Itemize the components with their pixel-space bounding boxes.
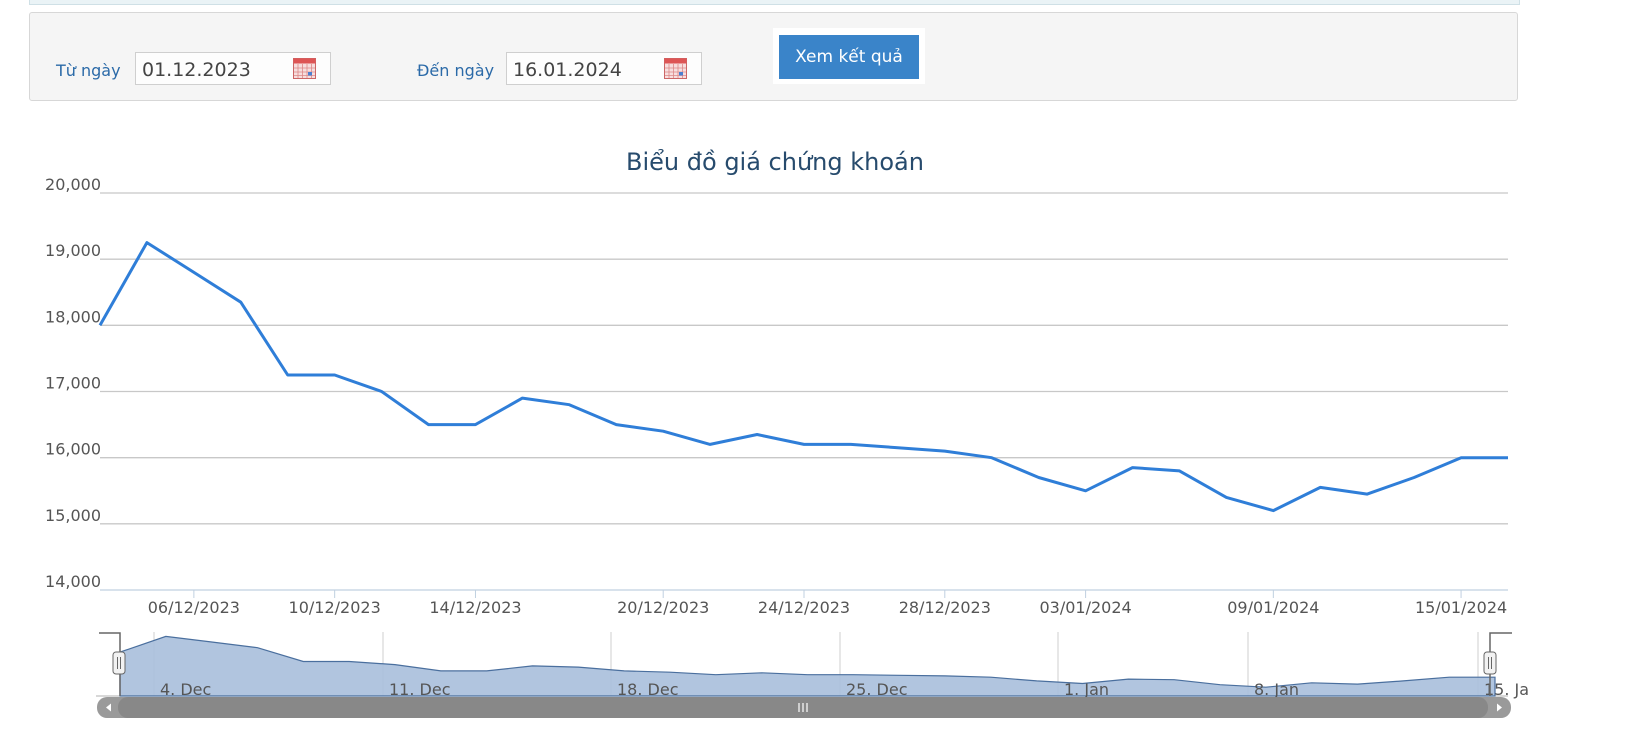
navigator-tick-label: 25. Dec bbox=[846, 680, 908, 699]
price-line bbox=[98, 241, 1508, 513]
navigator-tick-label: 4. Dec bbox=[160, 680, 211, 699]
calendar-icon[interactable] bbox=[664, 58, 687, 79]
range-scrollbar[interactable] bbox=[97, 697, 1511, 718]
x-tick-label: 14/12/2023 bbox=[429, 598, 521, 617]
price-series bbox=[98, 241, 1508, 513]
calendar-icon[interactable] bbox=[293, 58, 316, 79]
chart-title: Biểu đồ giá chứng khoán bbox=[626, 148, 924, 176]
range-navigator[interactable]: 4. Dec 11. Dec 18. Dec 25. Dec 1. Jan 8. Jan 1… bbox=[96, 632, 1529, 699]
y-tick-label: 19,000 bbox=[45, 241, 101, 260]
y-tick-label: 14,000 bbox=[45, 572, 101, 591]
x-tick-label: 09/01/2024 bbox=[1227, 598, 1319, 617]
grid-lines bbox=[100, 192, 1508, 591]
to-date-value: 16.01.2024 bbox=[513, 59, 622, 81]
navigator-tick-label: 8. Jan bbox=[1254, 680, 1299, 699]
scroll-left-arrow-icon[interactable] bbox=[106, 703, 111, 712]
navigator-right-edge bbox=[1489, 632, 1512, 696]
navigator-left-edge bbox=[99, 632, 121, 696]
from-date-input[interactable]: 01.12.2023 bbox=[135, 52, 331, 85]
navigator-left-handle[interactable] bbox=[112, 651, 126, 675]
x-tick-label: 15/01/2024 bbox=[1415, 598, 1507, 617]
view-results-button[interactable]: Xem kết quả bbox=[779, 35, 919, 79]
navigator-tick-label: 1. Jan bbox=[1064, 680, 1109, 699]
y-tick-label: 16,000 bbox=[45, 440, 101, 459]
from-date-label: Từ ngày bbox=[56, 61, 121, 80]
y-tick-label: 18,000 bbox=[45, 307, 101, 326]
to-date-label: Đến ngày bbox=[417, 61, 495, 80]
x-tick-label: 24/12/2023 bbox=[758, 598, 850, 617]
x-tick-label: 20/12/2023 bbox=[617, 598, 709, 617]
date-filter-panel: Từ ngày 01.12.2023 Đến ngày 16.01.2024 bbox=[29, 12, 1518, 101]
from-date-value: 01.12.2023 bbox=[142, 59, 251, 81]
y-tick-label: 20,000 bbox=[45, 175, 101, 194]
navigator-tick-label: 15. Ja bbox=[1484, 680, 1529, 699]
navigator-right-handle[interactable] bbox=[1483, 651, 1497, 675]
navigator-tick-label: 18. Dec bbox=[617, 680, 679, 699]
navigator-area bbox=[119, 635, 1496, 697]
navigator-tick-label: 11. Dec bbox=[389, 680, 451, 699]
x-tick-label: 10/12/2023 bbox=[289, 598, 381, 617]
y-tick-label: 15,000 bbox=[45, 506, 101, 525]
y-tick-label: 17,000 bbox=[45, 374, 101, 393]
submit-button-wrap: Xem kết quả bbox=[773, 28, 925, 84]
x-tick-label: 06/12/2023 bbox=[148, 598, 240, 617]
y-axis: 14,000 15,000 16,000 17,000 18,000 19,000 20,0… bbox=[45, 175, 101, 591]
to-date-input[interactable]: 16.01.2024 bbox=[506, 52, 702, 85]
top-strip bbox=[29, 0, 1520, 5]
x-tick-label: 28/12/2023 bbox=[899, 598, 991, 617]
scroll-right-arrow-icon[interactable] bbox=[1497, 703, 1502, 712]
x-tick-label: 03/01/2024 bbox=[1039, 598, 1131, 617]
x-axis: 06/12/2023 10/12/2023 14/12/2023 20/12/2023… bbox=[148, 590, 1507, 617]
